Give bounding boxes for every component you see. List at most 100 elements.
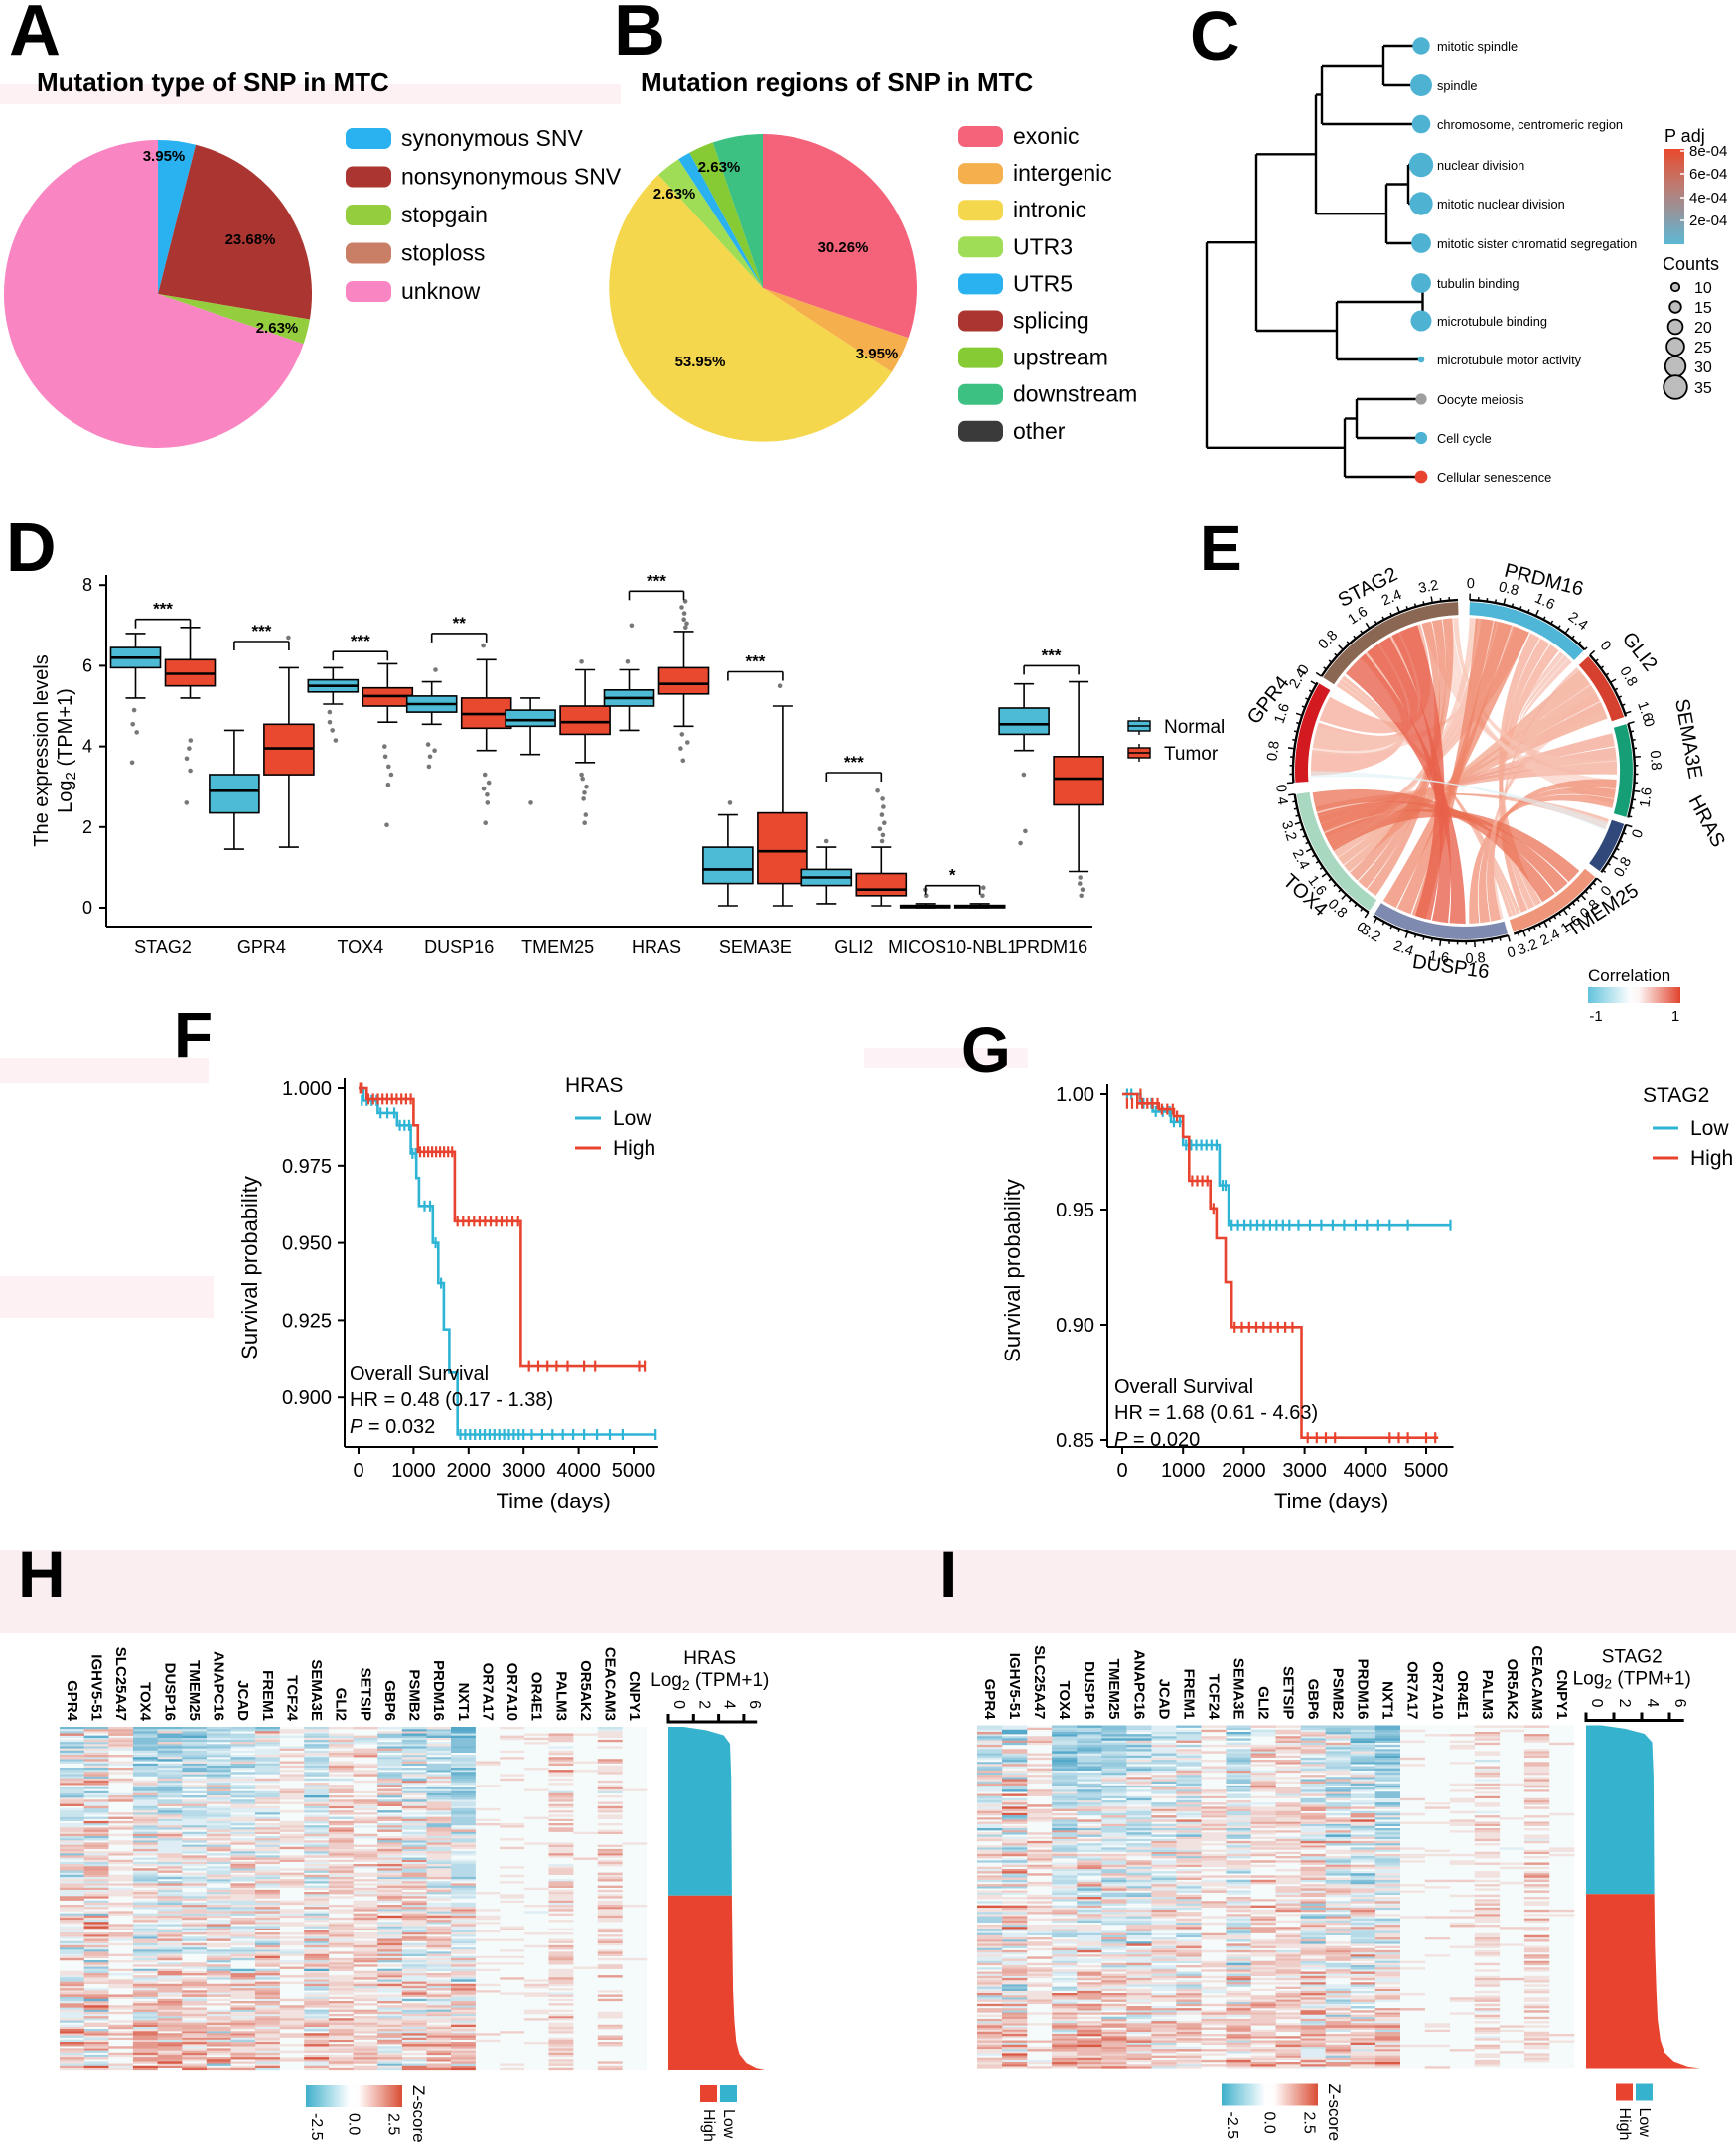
svg-text:UTR3: UTR3 [1013,233,1073,259]
svg-text:3.2: 3.2 [1278,819,1299,843]
svg-text:DUSP16: DUSP16 [161,1663,178,1721]
svg-text:0: 0 [1466,576,1475,592]
svg-text:0.8: 0.8 [1465,950,1486,967]
svg-text:microtubule binding: microtubule binding [1437,314,1547,329]
svg-text:1: 1 [1671,1008,1679,1025]
svg-text:FREM1: FREM1 [1180,1669,1197,1720]
svg-text:2000: 2000 [1222,1460,1266,1482]
svg-text:PALM3: PALM3 [552,1671,569,1721]
svg-text:MICOS10-NBL1: MICOS10-NBL1 [888,937,1017,957]
svg-text:TCF24: TCF24 [283,1675,300,1722]
svg-text:chromosome, centromeric region: chromosome, centromeric region [1437,117,1623,132]
svg-text:TOX4: TOX4 [337,937,383,957]
svg-text:0.8: 0.8 [1325,896,1351,921]
svg-text:Mutation type of SNP in MTC: Mutation type of SNP in MTC [37,68,389,97]
svg-text:2.63%: 2.63% [653,186,696,203]
svg-text:0: 0 [1272,784,1289,792]
svg-text:SEMA3E: SEMA3E [719,937,792,957]
svg-text:nuclear division: nuclear division [1437,158,1524,173]
svg-text:Low: Low [1690,1117,1729,1140]
svg-text:PSMB2: PSMB2 [406,1669,423,1721]
svg-text:microtubule motor activity: microtubule motor activity [1437,353,1582,367]
svg-text:FREM1: FREM1 [259,1670,276,1721]
svg-text:2.4: 2.4 [1379,587,1404,609]
svg-text:3000: 3000 [502,1460,546,1482]
svg-text:STAG2: STAG2 [1643,1084,1709,1107]
svg-text:6: 6 [82,655,92,675]
svg-text:CNPY1: CNPY1 [626,1671,643,1721]
svg-text:23.68%: 23.68% [225,231,276,248]
svg-text:0: 0 [1630,827,1648,840]
svg-text:CNPY1: CNPY1 [1553,1669,1570,1719]
svg-text:0.8: 0.8 [1611,855,1635,880]
svg-text:0: 0 [1588,1699,1605,1708]
svg-text:-2.5: -2.5 [1224,2112,1240,2140]
svg-text:OR7A17: OR7A17 [479,1663,496,1721]
svg-text:0: 0 [1506,944,1518,962]
svg-text:DUSP16: DUSP16 [1081,1661,1097,1719]
svg-text:5000: 5000 [612,1460,656,1482]
svg-text:3000: 3000 [1282,1460,1327,1482]
svg-text:GPR4: GPR4 [981,1679,998,1721]
svg-text:JCAD: JCAD [234,1680,251,1721]
svg-text:PRDM16: PRDM16 [1355,1659,1372,1720]
svg-text:OR5AK2: OR5AK2 [1504,1659,1520,1720]
svg-text:Cellular senescence: Cellular senescence [1437,470,1551,485]
svg-text:TMEM25: TMEM25 [521,937,594,957]
svg-text:NXT1: NXT1 [455,1683,472,1721]
svg-text:GLI2: GLI2 [333,1688,350,1721]
svg-text:6e-04: 6e-04 [1689,166,1727,183]
svg-text:1.000: 1.000 [282,1078,332,1100]
svg-text:0.8: 0.8 [1264,740,1282,762]
svg-text:30.26%: 30.26% [818,239,869,256]
svg-text:OR7A10: OR7A10 [1429,1661,1446,1719]
svg-text:GLI2: GLI2 [834,937,873,957]
svg-text:4: 4 [1273,796,1290,806]
svg-text:2.5: 2.5 [1300,2112,1317,2134]
svg-text:***: *** [1042,645,1062,664]
svg-text:35: 35 [1694,380,1712,397]
svg-text:TMEM25: TMEM25 [186,1660,203,1721]
svg-text:SETSIP: SETSIP [357,1668,373,1721]
svg-text:HRAS: HRAS [632,937,681,957]
svg-text:2.4: 2.4 [1537,927,1562,950]
svg-text:splicing: splicing [1013,308,1089,334]
svg-text:spindle: spindle [1437,78,1478,93]
svg-text:3.95%: 3.95% [143,148,186,165]
svg-text:Z-score: Z-score [409,2085,428,2143]
svg-text:synonymous SNV: synonymous SNV [401,125,583,151]
svg-text:Log2 (TPM+1): Log2 (TPM+1) [1573,1669,1691,1692]
svg-text:PRDM16: PRDM16 [430,1660,447,1721]
svg-text:PALM3: PALM3 [1479,1670,1496,1720]
svg-text:*: * [949,866,956,885]
svg-text:Overall Survival: Overall Survival [350,1363,489,1385]
svg-text:JCAD: JCAD [1155,1679,1172,1720]
svg-text:2.5: 2.5 [384,2113,401,2135]
svg-text:nonsynonymous SNV: nonsynonymous SNV [401,164,622,190]
svg-text:H: H [18,1549,66,1611]
svg-text:GBP6: GBP6 [381,1680,398,1721]
svg-text:4e-04: 4e-04 [1689,190,1727,207]
svg-text:P = 0.032: P = 0.032 [350,1416,435,1438]
svg-text:4000: 4000 [556,1460,601,1482]
svg-text:Counts: Counts [1663,254,1719,274]
svg-text:SLC25A47: SLC25A47 [112,1647,129,1721]
svg-text:***: *** [647,571,666,590]
svg-text:0.925: 0.925 [282,1310,332,1332]
svg-text:Log2 (TPM+1): Log2 (TPM+1) [55,688,79,813]
svg-text:10: 10 [1694,280,1712,297]
svg-text:-2.5: -2.5 [308,2113,325,2141]
svg-text:STAG2: STAG2 [134,937,192,957]
svg-text:E: E [1200,516,1242,584]
svg-text:The expression levels: The expression levels [31,654,53,846]
svg-text:0.900: 0.900 [282,1387,332,1409]
svg-text:0.8: 0.8 [1647,750,1664,771]
svg-text:Tumor: Tumor [1164,744,1219,765]
svg-text:Normal: Normal [1164,717,1225,738]
svg-text:***: *** [251,622,271,641]
svg-text:downstream: downstream [1013,381,1137,407]
svg-text:upstream: upstream [1013,345,1108,370]
svg-text:0.85: 0.85 [1056,1430,1094,1452]
svg-text:mitotic nuclear division: mitotic nuclear division [1437,197,1565,212]
svg-text:1000: 1000 [1161,1460,1206,1482]
